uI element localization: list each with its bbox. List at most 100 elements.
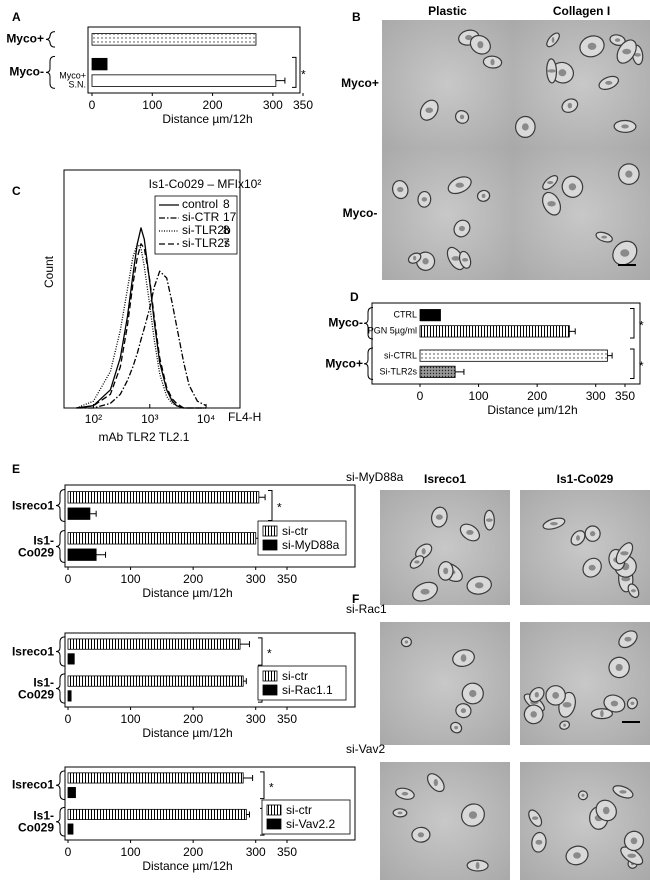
significance-bracket [260,771,265,800]
bar-label: Si-TLR2s [379,366,417,377]
cell-nucleus [414,560,420,564]
cell-nucleus [421,548,426,555]
bar [67,653,75,665]
cell-nucleus [477,41,484,49]
cell-nucleus [531,816,539,820]
x-tick-label: 0 [89,98,96,112]
cell-nucleus [567,102,573,109]
cell-nucleus [600,710,604,718]
cell-nucleus [397,186,404,193]
legend-label: si-ctr [282,669,308,683]
plot-frame [371,302,641,385]
micrograph [520,622,650,745]
cell-nucleus [454,725,459,730]
cell-nucleus [435,514,443,520]
group-label: Myco+ [6,32,44,47]
cell-nucleus [468,811,478,819]
cell-nucleus [469,689,477,698]
cell-nucleus [404,640,409,644]
group-brace [55,489,66,522]
legend-label: si-Vav2.2 [286,817,335,831]
group-brace [55,530,66,563]
cell-nucleus [562,702,572,708]
bar [67,507,91,520]
legend-label: control [182,197,218,211]
cell-nucleus [547,69,556,73]
significance-mark: * [301,68,306,82]
row-label: Myco- [343,206,378,220]
cell-nucleus [417,832,425,838]
bar [419,349,608,362]
cell-nucleus [614,38,621,42]
legend-label: si-ctr [282,524,308,538]
legend-mfi: 7 [223,236,230,250]
cell-nucleus [620,249,630,257]
panel-letter: F [352,592,359,606]
x-axis-label: mAb TLR2 TL2.1 [99,430,190,444]
cell-nucleus [588,564,596,571]
legend-swatch [262,525,278,537]
x-tick-label: 100 [142,98,162,112]
significance-bracket [258,637,263,666]
cell-nucleus [413,255,417,261]
cell-nucleus [615,663,623,672]
cell-nucleus [425,107,434,113]
error-bar [455,368,465,375]
significance-mark: * [267,647,272,661]
x-axis-label: Distance µm/12h [162,112,252,126]
legend-label: si-CTR [182,210,220,224]
significance-mark: * [639,359,644,373]
bar [67,823,74,835]
x-tick-label: 100 [469,389,489,403]
cell-nucleus [573,852,581,859]
bar-label: Myco+ S.N. [59,70,86,90]
x-tick-label: 200 [527,389,547,403]
x-tick-label: 350 [277,845,297,859]
cell-nucleus [621,576,631,582]
cell-nucleus [620,551,629,556]
plot-frame [64,632,356,708]
significance-mark: * [269,780,274,794]
cell-nucleus [460,654,467,662]
cell-nucleus [625,170,633,178]
x-tick-label: 0 [417,389,424,403]
group-label: Isreco1 [11,644,54,659]
cell-nucleus [587,42,597,50]
cell-nucleus [422,258,429,265]
cell-nucleus [535,839,543,845]
bar [419,365,456,378]
micrograph-background [380,762,510,880]
cell-nucleus [622,48,632,55]
row-label: si-MyD88a [346,470,404,484]
micrograph [380,490,510,605]
significance-mark: * [639,318,644,332]
cell-nucleus [610,700,619,707]
group-label: Is1-Co029 [17,674,54,702]
bar [67,532,257,545]
channel-label: FL4-H [228,410,261,424]
legend-swatch [262,539,278,551]
bar [67,787,76,799]
error-bar [275,77,286,84]
x-tick-label: 300 [246,712,266,726]
error-bar [607,352,613,359]
group-brace [363,347,374,381]
bar [67,690,72,702]
column-header: Plastic [428,4,467,18]
cell-nucleus [550,522,558,526]
x-tick-label: 10⁴ [197,412,216,426]
x-tick-label: 350 [277,572,297,586]
cell-nucleus [474,582,484,589]
x-tick-label: 100 [121,845,141,859]
group-brace [55,673,66,704]
cell-nucleus [465,35,473,41]
row-label: si-Vav2 [346,742,385,756]
group-label: Myco- [9,65,44,80]
cell-nucleus [460,708,467,714]
micrograph [382,148,513,280]
histogram-line [76,227,207,409]
significance-bracket [268,490,273,521]
x-tick-label: 100 [121,712,141,726]
group-brace [55,806,66,837]
x-tick-label: 300 [586,389,606,403]
